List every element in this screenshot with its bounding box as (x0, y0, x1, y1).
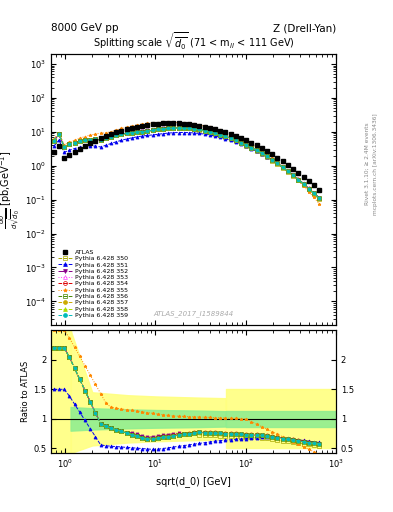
Text: mcplots.cern.ch [arXiv:1306.3436]: mcplots.cern.ch [arXiv:1306.3436] (373, 113, 378, 215)
Bar (51, 330, 71, 453)
Legend: ATLAS, Pythia 6.428 350, Pythia 6.428 351, Pythia 6.428 352, Pythia 6.428 353, P: ATLAS, Pythia 6.428 350, Pythia 6.428 35… (57, 248, 129, 319)
Y-axis label: Ratio to ATLAS: Ratio to ATLAS (21, 361, 30, 422)
Title: Splitting scale $\sqrt{\overline{d_0}}$ (71 < m$_{ll}$ < 111 GeV): Splitting scale $\sqrt{\overline{d_0}}$ … (93, 31, 294, 52)
Y-axis label: $\frac{d\sigma}{d\sqrt{\overline{d_0}}}$ [pb,GeV$^{-1}$]: $\frac{d\sigma}{d\sqrt{\overline{d_0}}}$… (0, 150, 22, 229)
X-axis label: sqrt(d_0) [GeV]: sqrt(d_0) [GeV] (156, 476, 231, 487)
Text: 8000 GeV pp: 8000 GeV pp (51, 23, 119, 33)
Text: ATLAS_2017_I1589844: ATLAS_2017_I1589844 (153, 310, 234, 317)
Text: Z (Drell-Yan): Z (Drell-Yan) (273, 23, 336, 33)
Text: Rivet 3.1.10; ≥ 2.4M events: Rivet 3.1.10; ≥ 2.4M events (365, 122, 370, 205)
